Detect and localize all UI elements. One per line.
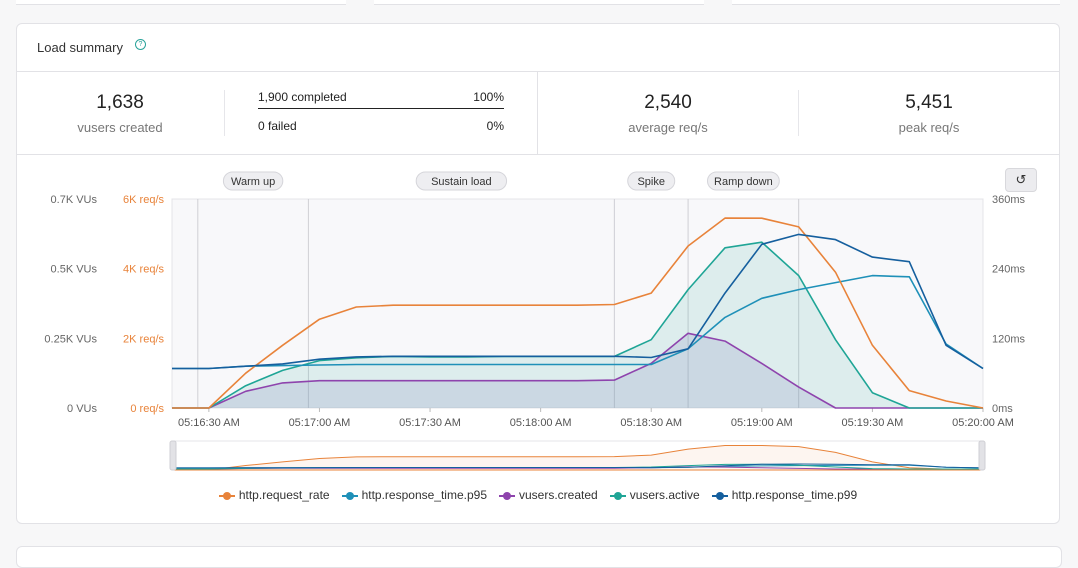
x-tick-label: 05:16:30 AM [178, 417, 240, 429]
phase-pill [627, 171, 676, 191]
reset-zoom-icon: ↺ [1015, 172, 1027, 187]
series-line-vusers-created [172, 332, 983, 409]
y-tick-label-rps: 6K req/s [123, 194, 164, 206]
phase-label: Spike [637, 176, 665, 188]
y-tick-label-vus: 0.7K VUs [51, 194, 98, 206]
question-circle-icon[interactable]: ? [135, 39, 146, 50]
x-tick-label: 05:18:30 AM [620, 417, 682, 429]
legend-marker-icon [341, 491, 358, 500]
divider [537, 72, 538, 154]
stat-value: 5,451 [905, 92, 953, 113]
y-tick-label-vus: 0.5K VUs [51, 264, 98, 276]
chart-legend: http.request_rate http.response_time.p95 v… [17, 488, 1059, 504]
legend-item[interactable]: http.response_time.p95 [341, 488, 487, 502]
legend-item[interactable]: http.response_time.p99 [711, 488, 858, 502]
phase-label: Sustain load [431, 176, 492, 188]
stat-vusers-created: 1,638 vusers created [17, 72, 223, 154]
previous-section-edge [16, 0, 1060, 10]
y-tick-label-rps: 0 req/s [130, 403, 164, 415]
reset-zoom-button[interactable]: ↺ [1005, 168, 1037, 192]
stats-row: 1,638 vusers created 1,900 completed 100… [17, 72, 1059, 155]
series-area-vusers-active [172, 242, 983, 408]
phase-pill [415, 171, 508, 191]
plot-area [171, 198, 984, 409]
next-card-stub [16, 546, 1062, 568]
legend-item[interactable]: http.request_rate [218, 488, 330, 502]
stat-label: average req/s [628, 120, 708, 135]
stat-label: vusers created [77, 120, 163, 135]
previous-card-stub [16, 0, 346, 5]
series-area-vusers-created [172, 333, 983, 408]
legend-label: http.response_time.p95 [361, 488, 487, 502]
phase-label: Ramp down [714, 176, 773, 188]
previous-card-stub [374, 0, 704, 5]
x-tick-label: 05:17:00 AM [289, 417, 351, 429]
legend-label: vusers.created [519, 488, 598, 502]
load-chart[interactable]: Warm up Sustain load Spike Ramp down 0 VUs 0.… [17, 24, 1059, 523]
series-line-http-response_time-p95 [172, 274, 984, 370]
completed-progress-bar [258, 108, 504, 109]
card-title: Load summary [37, 40, 123, 55]
stat-value: 2,540 [644, 92, 692, 113]
legend-marker-icon [218, 491, 235, 500]
load-summary-card: Load summary ? 1,638 vusers created 1,90… [16, 23, 1060, 524]
y-tick-label-ms: 0ms [992, 403, 1013, 415]
y-tick-label-ms: 360ms [992, 194, 1026, 206]
phase-pill [706, 171, 780, 191]
legend-item[interactable]: vusers.active [609, 488, 700, 502]
series-line-http-request_rate [172, 217, 984, 409]
stat-average-rps: 2,540 average req/s [538, 72, 798, 154]
completed-percent: 100% [473, 90, 504, 104]
navigator-series-vusers-created [172, 466, 983, 470]
x-tick-label: 05:18:00 AM [510, 417, 572, 429]
stat-label: peak req/s [898, 120, 960, 135]
y-tick-label-vus: 0 VUs [67, 403, 97, 415]
y-tick-label-ms: 120ms [992, 333, 1026, 345]
failed-percent: 0% [486, 119, 504, 133]
legend-marker-icon [609, 491, 626, 500]
legend-item[interactable]: vusers.created [499, 488, 598, 502]
navigator-series-http-response_time-p99 [172, 463, 984, 469]
y-tick-label-ms: 240ms [992, 264, 1026, 276]
navigator-handle-right[interactable] [978, 440, 986, 471]
phase-label: Warm up [231, 176, 275, 188]
x-tick-label: 05:19:00 AM [731, 417, 793, 429]
completed-row: 1,900 completed 100% [258, 90, 504, 108]
x-tick-label: 05:17:30 AM [399, 417, 461, 429]
previous-card-stub [732, 0, 1060, 5]
legend-marker-icon [711, 491, 728, 500]
navigator-handle-left[interactable] [169, 440, 177, 471]
legend-label: http.request_rate [238, 488, 330, 502]
failed-label: 0 failed [258, 119, 297, 133]
completed-label: 1,900 completed [258, 90, 347, 104]
x-tick-label: 05:19:30 AM [842, 417, 904, 429]
stat-value: 1,638 [96, 92, 144, 113]
y-tick-label-rps: 4K req/s [123, 264, 164, 276]
series-line-http-response_time-p99 [172, 233, 984, 370]
y-tick-label-vus: 0.25K VUs [44, 333, 97, 345]
failed-row: 0 failed 0% [258, 119, 504, 137]
y-tick-label-rps: 2K req/s [123, 333, 164, 345]
divider [224, 90, 225, 136]
stat-peak-rps: 5,451 peak req/s [799, 72, 1059, 154]
card-header: Load summary ? [17, 24, 1059, 72]
legend-label: http.response_time.p99 [731, 488, 858, 502]
phase-pill [222, 171, 284, 191]
divider [798, 90, 799, 136]
legend-marker-icon [499, 491, 515, 500]
legend-label: vusers.active [629, 488, 700, 502]
x-tick-label: 05:20:00 AM [952, 417, 1014, 429]
